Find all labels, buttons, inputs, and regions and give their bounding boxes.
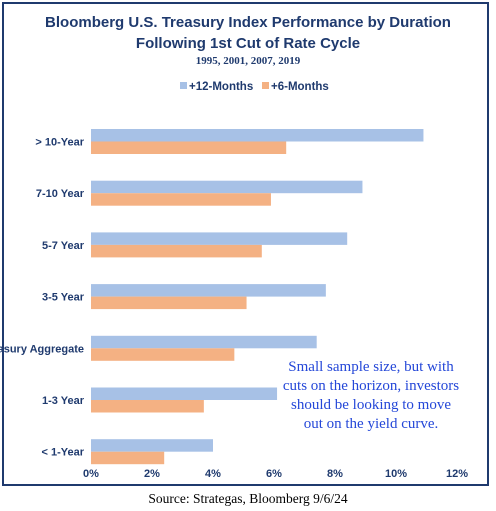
category-label: Treasury Aggregate [0,343,84,355]
legend: +12-Months +6-Months [180,81,329,93]
bar [91,451,165,465]
chart-title: Bloomberg U.S. Treasury Index Performanc… [45,14,451,31]
bar [91,180,363,194]
chart-subtitle: 1995, 2001, 2007, 2019 [196,55,301,67]
source-note: Source: Strategas, Bloomberg 9/6/24 [148,491,348,506]
bar [91,348,235,361]
category-labels: > 10-Year 7-10 Year 5-7 Year 3-5 Year Treasu… [0,137,85,459]
category-label: 5-7 Year [42,240,85,252]
bar [91,141,287,154]
x-tick-label: 6% [266,468,282,480]
chart: Bloomberg U.S. Treasury Index Performanc… [0,14,468,480]
x-tick-label: 2% [144,468,160,480]
bars-group [91,129,424,465]
legend-swatch-2 [262,82,269,89]
bar [91,284,326,297]
legend-label-2: +6-Months [271,81,329,93]
annotation-line: should be looking to move [291,397,451,413]
bar [91,244,262,258]
bar [91,439,213,452]
category-label: > 10-Year [35,137,84,149]
category-label: 7-10 Year [36,188,85,200]
x-tick-label: 0% [83,468,99,480]
annotation-line: out on the yield curve. [304,416,439,432]
x-axis-ticks: 0% 2% 4% 6% 8% 10% 12% [83,468,468,480]
annotation-line: Small sample size, but with [288,359,454,375]
bar [91,335,317,349]
annotation: Small sample size, but with cuts on the h… [283,359,459,432]
chart-title-line2: Following 1st Cut of Rate Cycle [136,35,360,52]
category-label: 3-5 Year [42,292,85,304]
x-tick-label: 12% [446,468,468,480]
annotation-line: cuts on the horizon, investors [283,378,459,394]
bar [91,400,204,413]
legend-label-1: +12-Months [189,81,253,93]
category-label: 1-3 Year [42,395,85,407]
x-tick-label: 10% [385,468,407,480]
bar [91,232,348,245]
legend-swatch-1 [180,82,187,89]
x-tick-label: 8% [327,468,343,480]
x-tick-label: 4% [205,468,221,480]
category-label: < 1-Year [41,447,84,459]
bar [91,193,271,206]
bar [91,387,278,400]
bar [91,129,424,142]
bar [91,296,247,310]
